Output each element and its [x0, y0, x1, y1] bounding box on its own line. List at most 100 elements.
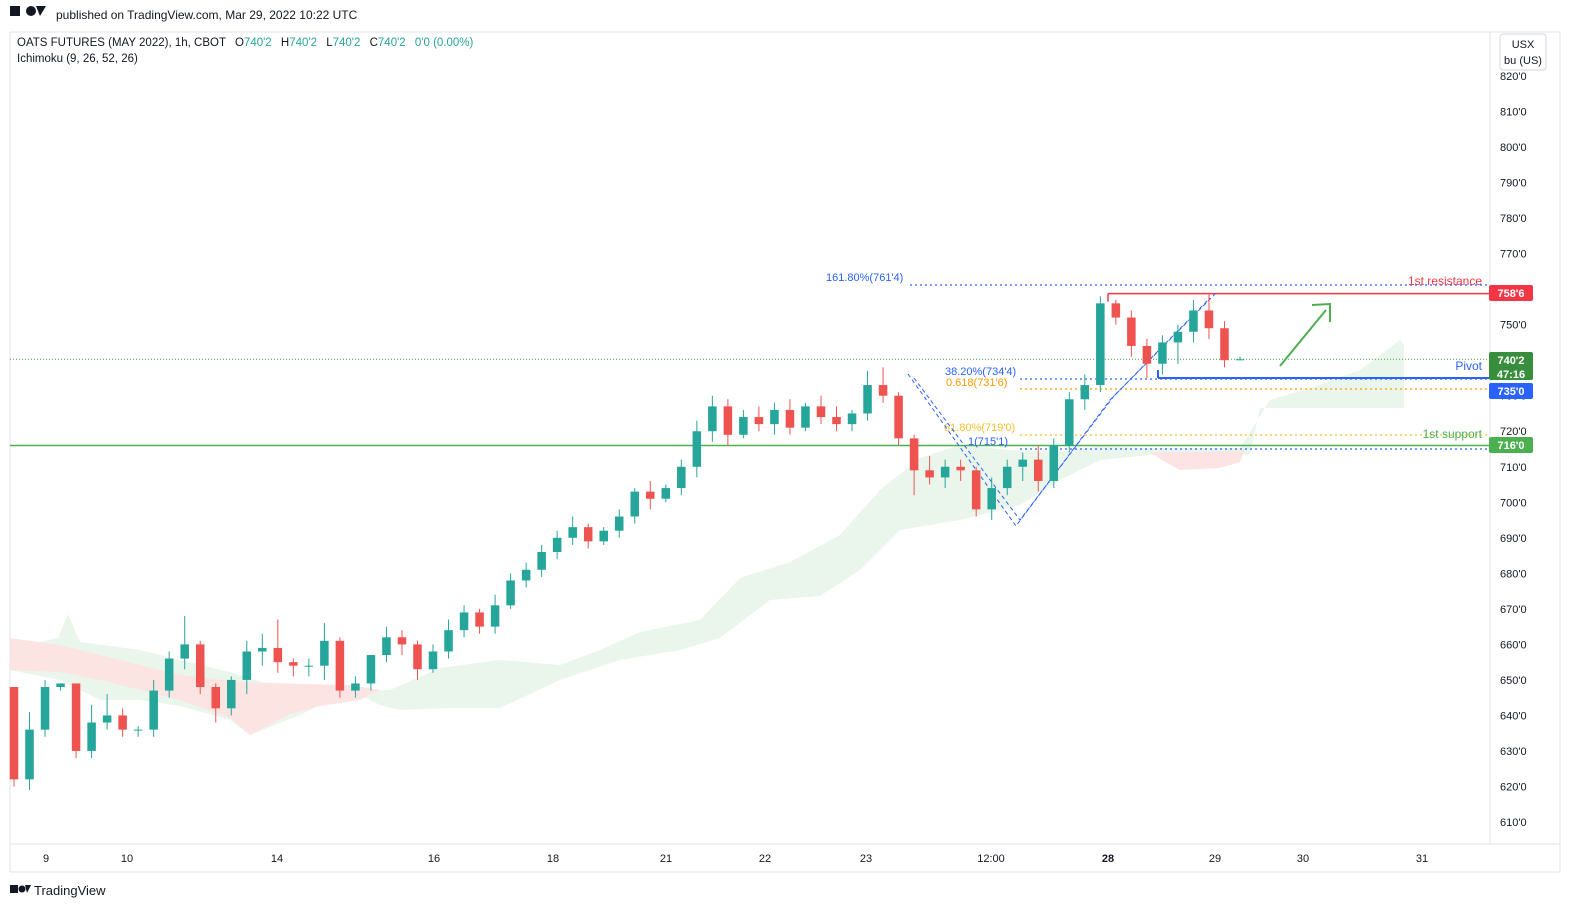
price-tick-label: 820'0	[1500, 71, 1527, 83]
candle	[1173, 324, 1183, 364]
candle	[1065, 392, 1074, 453]
symbol-legend[interactable]: OATS FUTURES (MAY 2022), 1h, CBOT O 740'2…	[17, 37, 474, 49]
candle-body	[940, 466, 950, 478]
candle	[1002, 459, 1012, 496]
time-scale-pane[interactable]	[9, 843, 1561, 873]
candle	[56, 683, 65, 691]
price-ticks: 820'0810'0800'0790'0780'0770'0760'0750'0…	[1500, 71, 1527, 829]
candle-body	[1049, 445, 1059, 481]
open-label: O	[235, 37, 244, 49]
candle-body	[413, 644, 422, 670]
candle	[1189, 299, 1198, 343]
candle	[71, 683, 81, 759]
candle	[785, 399, 795, 435]
candle-body	[118, 715, 127, 730]
price-tick-label: 810'0	[1500, 107, 1527, 119]
candle	[909, 434, 919, 496]
candle-body	[164, 658, 174, 691]
time-tick-label: 21	[660, 853, 672, 865]
price-tick-label: 750'0	[1500, 320, 1527, 332]
price-tick-label: 690'0	[1500, 533, 1527, 545]
candle	[537, 544, 546, 577]
candle	[382, 626, 391, 663]
price-tick-label: 610'0	[1500, 817, 1527, 829]
candle-body	[1127, 317, 1136, 346]
candle	[273, 619, 283, 673]
candle	[226, 676, 236, 716]
support-badge-text: 716'0	[1497, 440, 1524, 452]
candle-body	[258, 647, 267, 652]
candle	[614, 509, 624, 538]
candle	[40, 679, 50, 737]
candle	[708, 395, 717, 442]
candle-body	[289, 662, 298, 666]
user-drawings: 1st resistance Pivot 1st support	[1279, 274, 1483, 441]
price-tick-label: 650'0	[1500, 675, 1527, 687]
candle	[1220, 321, 1229, 368]
indicator-legend[interactable]: Ichimoku (9, 26, 52, 26)	[17, 53, 138, 65]
candle	[242, 640, 252, 695]
low-value: 740'2	[333, 37, 361, 49]
candle	[599, 527, 608, 545]
fib-0618-label: 0.618(731'6)	[946, 377, 1007, 389]
candle	[925, 456, 934, 485]
candle-body	[1065, 399, 1074, 446]
time-tick-label: 16	[428, 853, 440, 865]
candle	[304, 658, 314, 677]
currency-unit-button[interactable]: USX bu (US)	[1499, 33, 1547, 71]
candle	[677, 459, 686, 496]
candle	[521, 562, 531, 588]
candle-body	[925, 470, 934, 478]
tradingview-logo-icon[interactable]	[10, 885, 31, 893]
candle-body	[366, 655, 376, 684]
current-badge-text: 740'2	[1497, 355, 1524, 367]
candle-body	[397, 637, 407, 645]
price-tick-label: 720'0	[1500, 426, 1527, 438]
price-tick-label: 620'0	[1500, 781, 1527, 793]
candle-body	[351, 683, 360, 691]
published-line: published on TradingView.com, Mar 29, 20…	[56, 8, 358, 22]
symbol-name: OATS FUTURES (MAY 2022), 1h, CBOT	[17, 37, 226, 49]
price-badges: 758'6 740'2 47:16 735'0 716'0	[1489, 285, 1533, 453]
price-tick-label: 670'0	[1500, 604, 1527, 616]
candle	[1142, 338, 1152, 378]
chart-pane[interactable]	[9, 31, 1491, 845]
candle	[1080, 374, 1090, 410]
footer-brand[interactable]: TradingView	[34, 883, 106, 898]
candle	[754, 406, 764, 432]
candle	[9, 687, 19, 787]
candle	[1033, 445, 1043, 492]
candle-body	[25, 729, 34, 780]
candle-body	[1080, 385, 1090, 400]
candle-body	[1111, 303, 1121, 318]
candle	[583, 523, 593, 549]
ichimoku-cloud	[10, 340, 1404, 735]
candle	[723, 399, 733, 446]
pivot-badge-bg	[1489, 383, 1533, 399]
logo-mark-top	[10, 6, 46, 16]
candle	[832, 406, 841, 432]
candle	[258, 633, 267, 666]
candle	[413, 640, 422, 680]
candle-body	[909, 438, 919, 471]
close-value: 740'2	[378, 37, 406, 49]
candle	[878, 367, 888, 403]
time-tick-label: 31	[1416, 853, 1428, 865]
candle-body	[971, 470, 981, 510]
candle	[335, 637, 345, 698]
price-tick-label: 700'0	[1500, 497, 1527, 509]
candle-body	[242, 651, 252, 680]
candle-body	[785, 409, 795, 428]
support-label: 1st support	[1423, 427, 1483, 441]
resistance-label: 1st resistance	[1408, 274, 1482, 288]
candle-body	[1220, 328, 1229, 361]
candle	[956, 459, 965, 481]
price-tick-label: 770'0	[1500, 249, 1527, 261]
candle	[1127, 310, 1136, 357]
candle-body	[692, 431, 702, 467]
candle-body	[614, 516, 624, 531]
candle-body	[832, 417, 841, 425]
candlestick-series[interactable]	[9, 292, 1245, 791]
candle-body	[1158, 342, 1167, 364]
candle-body	[273, 647, 283, 663]
